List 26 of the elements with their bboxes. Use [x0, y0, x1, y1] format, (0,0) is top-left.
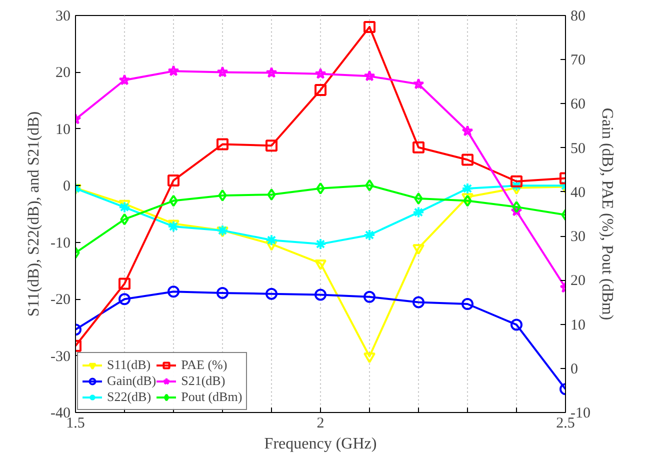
- y2-tick-label: 20: [570, 273, 586, 290]
- legend-label: S21(dB): [181, 373, 226, 389]
- y2-tick-label: 60: [570, 96, 586, 113]
- x-tick-label: 2: [316, 416, 324, 432]
- y2-tick-label: 30: [570, 229, 586, 246]
- y2-axis-title: Gain (dB), PAE (%), Pout (dBm): [598, 108, 616, 320]
- y2-tick-label: 10: [570, 317, 586, 334]
- y2-tick-label: 0: [570, 361, 578, 378]
- y-tick-label: 10: [56, 122, 70, 138]
- legend-label: PAE (%): [181, 357, 228, 373]
- y-tick-label: 30: [56, 8, 70, 24]
- y2-tick-label: 70: [570, 52, 586, 69]
- legend-label: Pout (dBm): [181, 389, 242, 405]
- y-axis-title: S11(dB), S22(dB), and S21(dB): [26, 111, 43, 317]
- y-tick-label: -30: [50, 348, 71, 365]
- legend-label: S11(dB): [107, 357, 151, 373]
- y-tick-label: 0: [63, 178, 70, 195]
- y-tick-label: -10: [50, 235, 71, 252]
- y2-tick-label: 40: [570, 184, 586, 201]
- legend-label: S22(dB): [107, 389, 152, 405]
- legend-label: Gain(dB): [107, 373, 156, 389]
- y-tick-label: 20: [56, 65, 70, 82]
- y2-tick-label: 50: [570, 140, 586, 157]
- y-tick-label: -20: [50, 292, 71, 308]
- y2-tick-label: 80: [570, 8, 586, 24]
- x-axis-title: Frequency (GHz): [264, 436, 377, 452]
